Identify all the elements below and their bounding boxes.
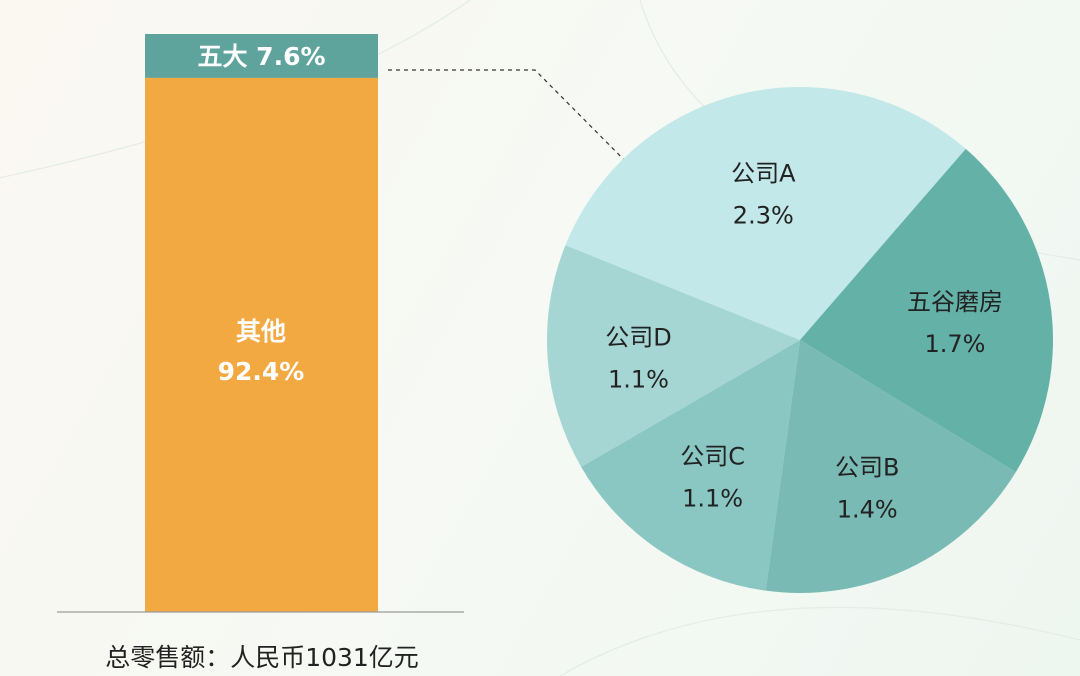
bar-segment-five-majors [145, 34, 378, 78]
pie-slice-4 [581, 340, 800, 591]
pie-slice-1 [565, 86, 966, 340]
stacked-bar: 五大 7.6% 其他 92.4% 总零售额：人民币1031亿元 [57, 34, 464, 672]
pie-label-name-1: 公司A [731, 160, 796, 188]
pie-slice-3 [765, 340, 1016, 594]
pie-label-value-3: 1.4% [837, 496, 898, 524]
pie-label-name-4: 公司C [680, 442, 745, 470]
bar-segment-others [145, 77, 378, 613]
connector-dashed-line [388, 69, 653, 189]
pie-label-name-3: 公司B [835, 454, 899, 482]
pie-label-value-5: 1.1% [608, 365, 669, 393]
bar-label-others-value: 92.4% [218, 357, 305, 386]
pie-label-name-5: 公司D [605, 323, 671, 351]
bar-label-others-name: 其他 [236, 317, 286, 346]
pie-label-name-2: 五谷磨房 [907, 288, 1003, 316]
pie-label-value-4: 1.1% [682, 484, 743, 512]
total-retail-footnote: 总零售额：人民币1031亿元 [105, 643, 419, 672]
pie-label-value-1: 2.3% [733, 202, 794, 230]
pie-label-value-2: 1.7% [925, 330, 986, 358]
pie-chart: 公司A 2.3% 五谷磨房 1.7% 公司B 1.4% 公司C 1.1% 公司D 1.1% [546, 86, 1053, 594]
pie-slice-5 [546, 245, 800, 467]
bar-label-five-majors: 五大 7.6% [197, 42, 325, 71]
pie-slice-2 [800, 148, 1053, 473]
